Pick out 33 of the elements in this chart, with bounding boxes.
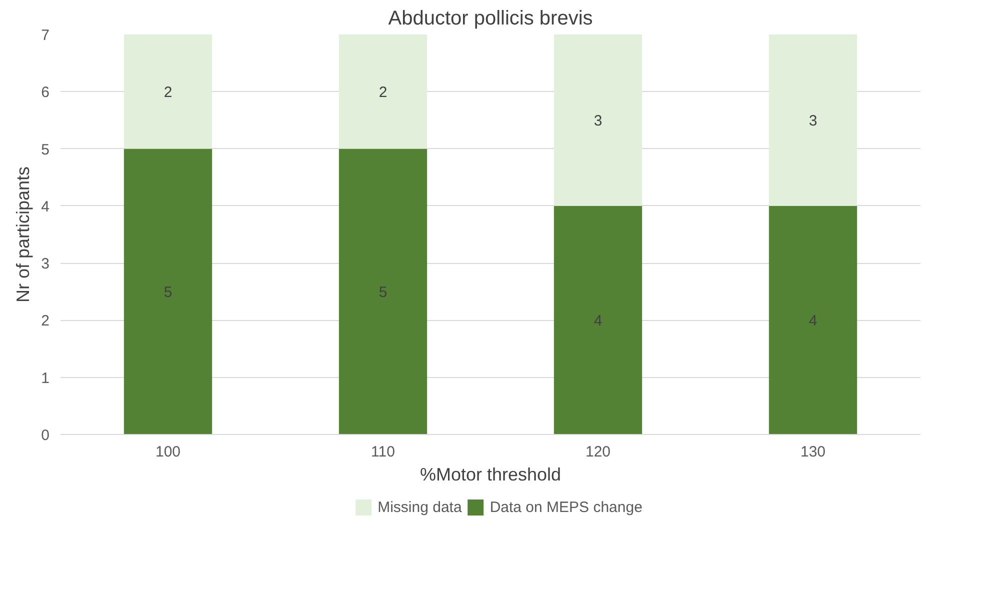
bar — [124, 34, 212, 149]
data-label: 2 — [378, 84, 388, 102]
bar — [338, 148, 428, 434]
bar — [554, 206, 642, 434]
y-tick-label: 6 — [41, 84, 50, 102]
bar — [124, 148, 212, 434]
data-label: 2 — [164, 84, 172, 102]
x-tick-label: 100 — [155, 444, 181, 460]
y-axis-title: Nr of participants — [13, 166, 34, 303]
data-label: 4 — [808, 312, 818, 330]
legend-label: Data on MEPS change — [490, 498, 642, 516]
legend-label: Missing data — [378, 498, 462, 516]
bar — [768, 34, 858, 206]
x-tick-label: 110 — [371, 444, 395, 460]
y-tick-label: 5 — [41, 141, 50, 158]
y-tick-label: 3 — [41, 256, 50, 273]
data-label: 3 — [808, 112, 818, 130]
y-tick-label: 4 — [41, 198, 50, 216]
data-label: 5 — [164, 284, 172, 302]
x-axis-title: %Motor threshold — [420, 464, 562, 484]
data-label: 4 — [594, 312, 602, 330]
data-label: 5 — [378, 284, 388, 302]
x-tick-label: 120 — [585, 444, 611, 460]
x-tick-label: 130 — [800, 444, 826, 460]
data-label: 3 — [594, 112, 602, 130]
y-tick-label: 7 — [41, 27, 50, 44]
bar — [338, 34, 428, 149]
y-tick-label: 1 — [41, 370, 50, 387]
y-tick-label: 2 — [41, 312, 50, 330]
y-tick-label: 0 — [41, 427, 50, 444]
bar — [768, 206, 858, 434]
chart-title: Abductor pollicis brevis — [388, 8, 593, 30]
bar — [554, 34, 642, 206]
